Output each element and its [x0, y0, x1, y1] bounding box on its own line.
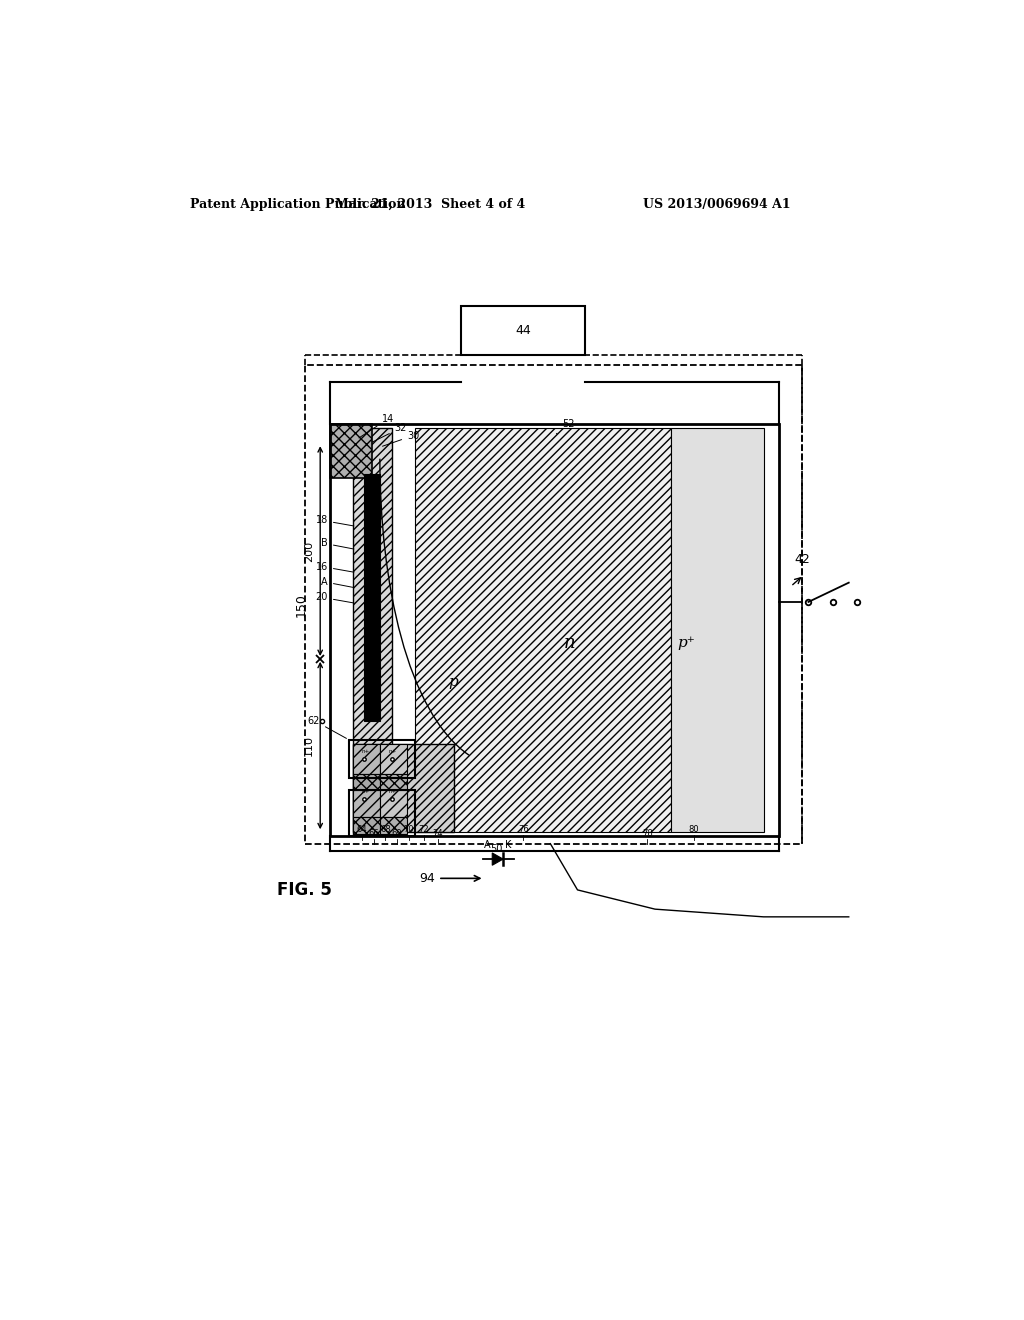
Text: 68: 68: [380, 825, 391, 834]
Text: 64: 64: [356, 825, 368, 834]
Text: 44: 44: [515, 323, 531, 337]
Bar: [349, 789, 415, 836]
Text: 76: 76: [518, 825, 528, 834]
Bar: [671, 428, 764, 832]
Text: 94: 94: [419, 871, 435, 884]
Text: Mar. 21, 2013  Sheet 4 of 4: Mar. 21, 2013 Sheet 4 of 4: [335, 198, 525, 211]
Text: 42: 42: [795, 553, 810, 566]
Text: US 2013/0069694 A1: US 2013/0069694 A1: [643, 198, 791, 211]
Text: A: A: [322, 577, 354, 587]
Text: Patent Application Publication: Patent Application Publication: [190, 198, 406, 211]
Text: K: K: [505, 840, 511, 850]
Bar: [352, 743, 454, 832]
Bar: [380, 789, 407, 817]
Text: p⁺: p⁺: [677, 636, 695, 651]
Bar: [380, 775, 407, 805]
Text: 14: 14: [359, 413, 394, 438]
Text: n+: n+: [361, 789, 370, 793]
Text: 110: 110: [304, 735, 314, 756]
Text: 150: 150: [294, 593, 307, 616]
Text: 18: 18: [315, 515, 354, 525]
Text: 70: 70: [403, 825, 414, 834]
Text: 69: 69: [391, 829, 402, 838]
Bar: [349, 739, 415, 779]
Text: 20: 20: [315, 593, 354, 603]
Text: 78: 78: [642, 829, 652, 838]
Text: 50: 50: [489, 843, 503, 854]
Text: n: n: [564, 635, 575, 652]
Bar: [380, 743, 407, 775]
Bar: [365, 474, 380, 721]
Text: B: B: [322, 539, 354, 549]
Text: n+: n+: [389, 748, 397, 754]
Bar: [330, 424, 372, 478]
Text: 74: 74: [433, 829, 443, 838]
Bar: [330, 424, 779, 836]
Text: 80: 80: [688, 825, 699, 834]
Bar: [352, 789, 380, 817]
Text: 62: 62: [308, 715, 346, 738]
Bar: [352, 428, 391, 836]
Bar: [305, 364, 802, 843]
Text: n+: n+: [361, 748, 370, 754]
Bar: [461, 306, 586, 355]
Text: 30: 30: [383, 430, 419, 446]
Bar: [352, 775, 380, 805]
Text: FIG. 5: FIG. 5: [276, 880, 332, 899]
Bar: [352, 743, 380, 775]
Text: 200: 200: [304, 540, 314, 562]
Text: 32: 32: [373, 422, 407, 442]
Text: 72: 72: [419, 825, 429, 834]
Bar: [352, 817, 380, 834]
Text: A: A: [484, 840, 490, 850]
Bar: [415, 428, 671, 832]
Text: n+: n+: [389, 789, 397, 793]
Bar: [380, 817, 407, 834]
Text: 66: 66: [369, 829, 379, 838]
Text: p: p: [449, 675, 459, 689]
Text: 16: 16: [315, 561, 354, 572]
Polygon shape: [493, 853, 503, 866]
Text: 52: 52: [556, 418, 574, 434]
Bar: [330, 424, 779, 836]
